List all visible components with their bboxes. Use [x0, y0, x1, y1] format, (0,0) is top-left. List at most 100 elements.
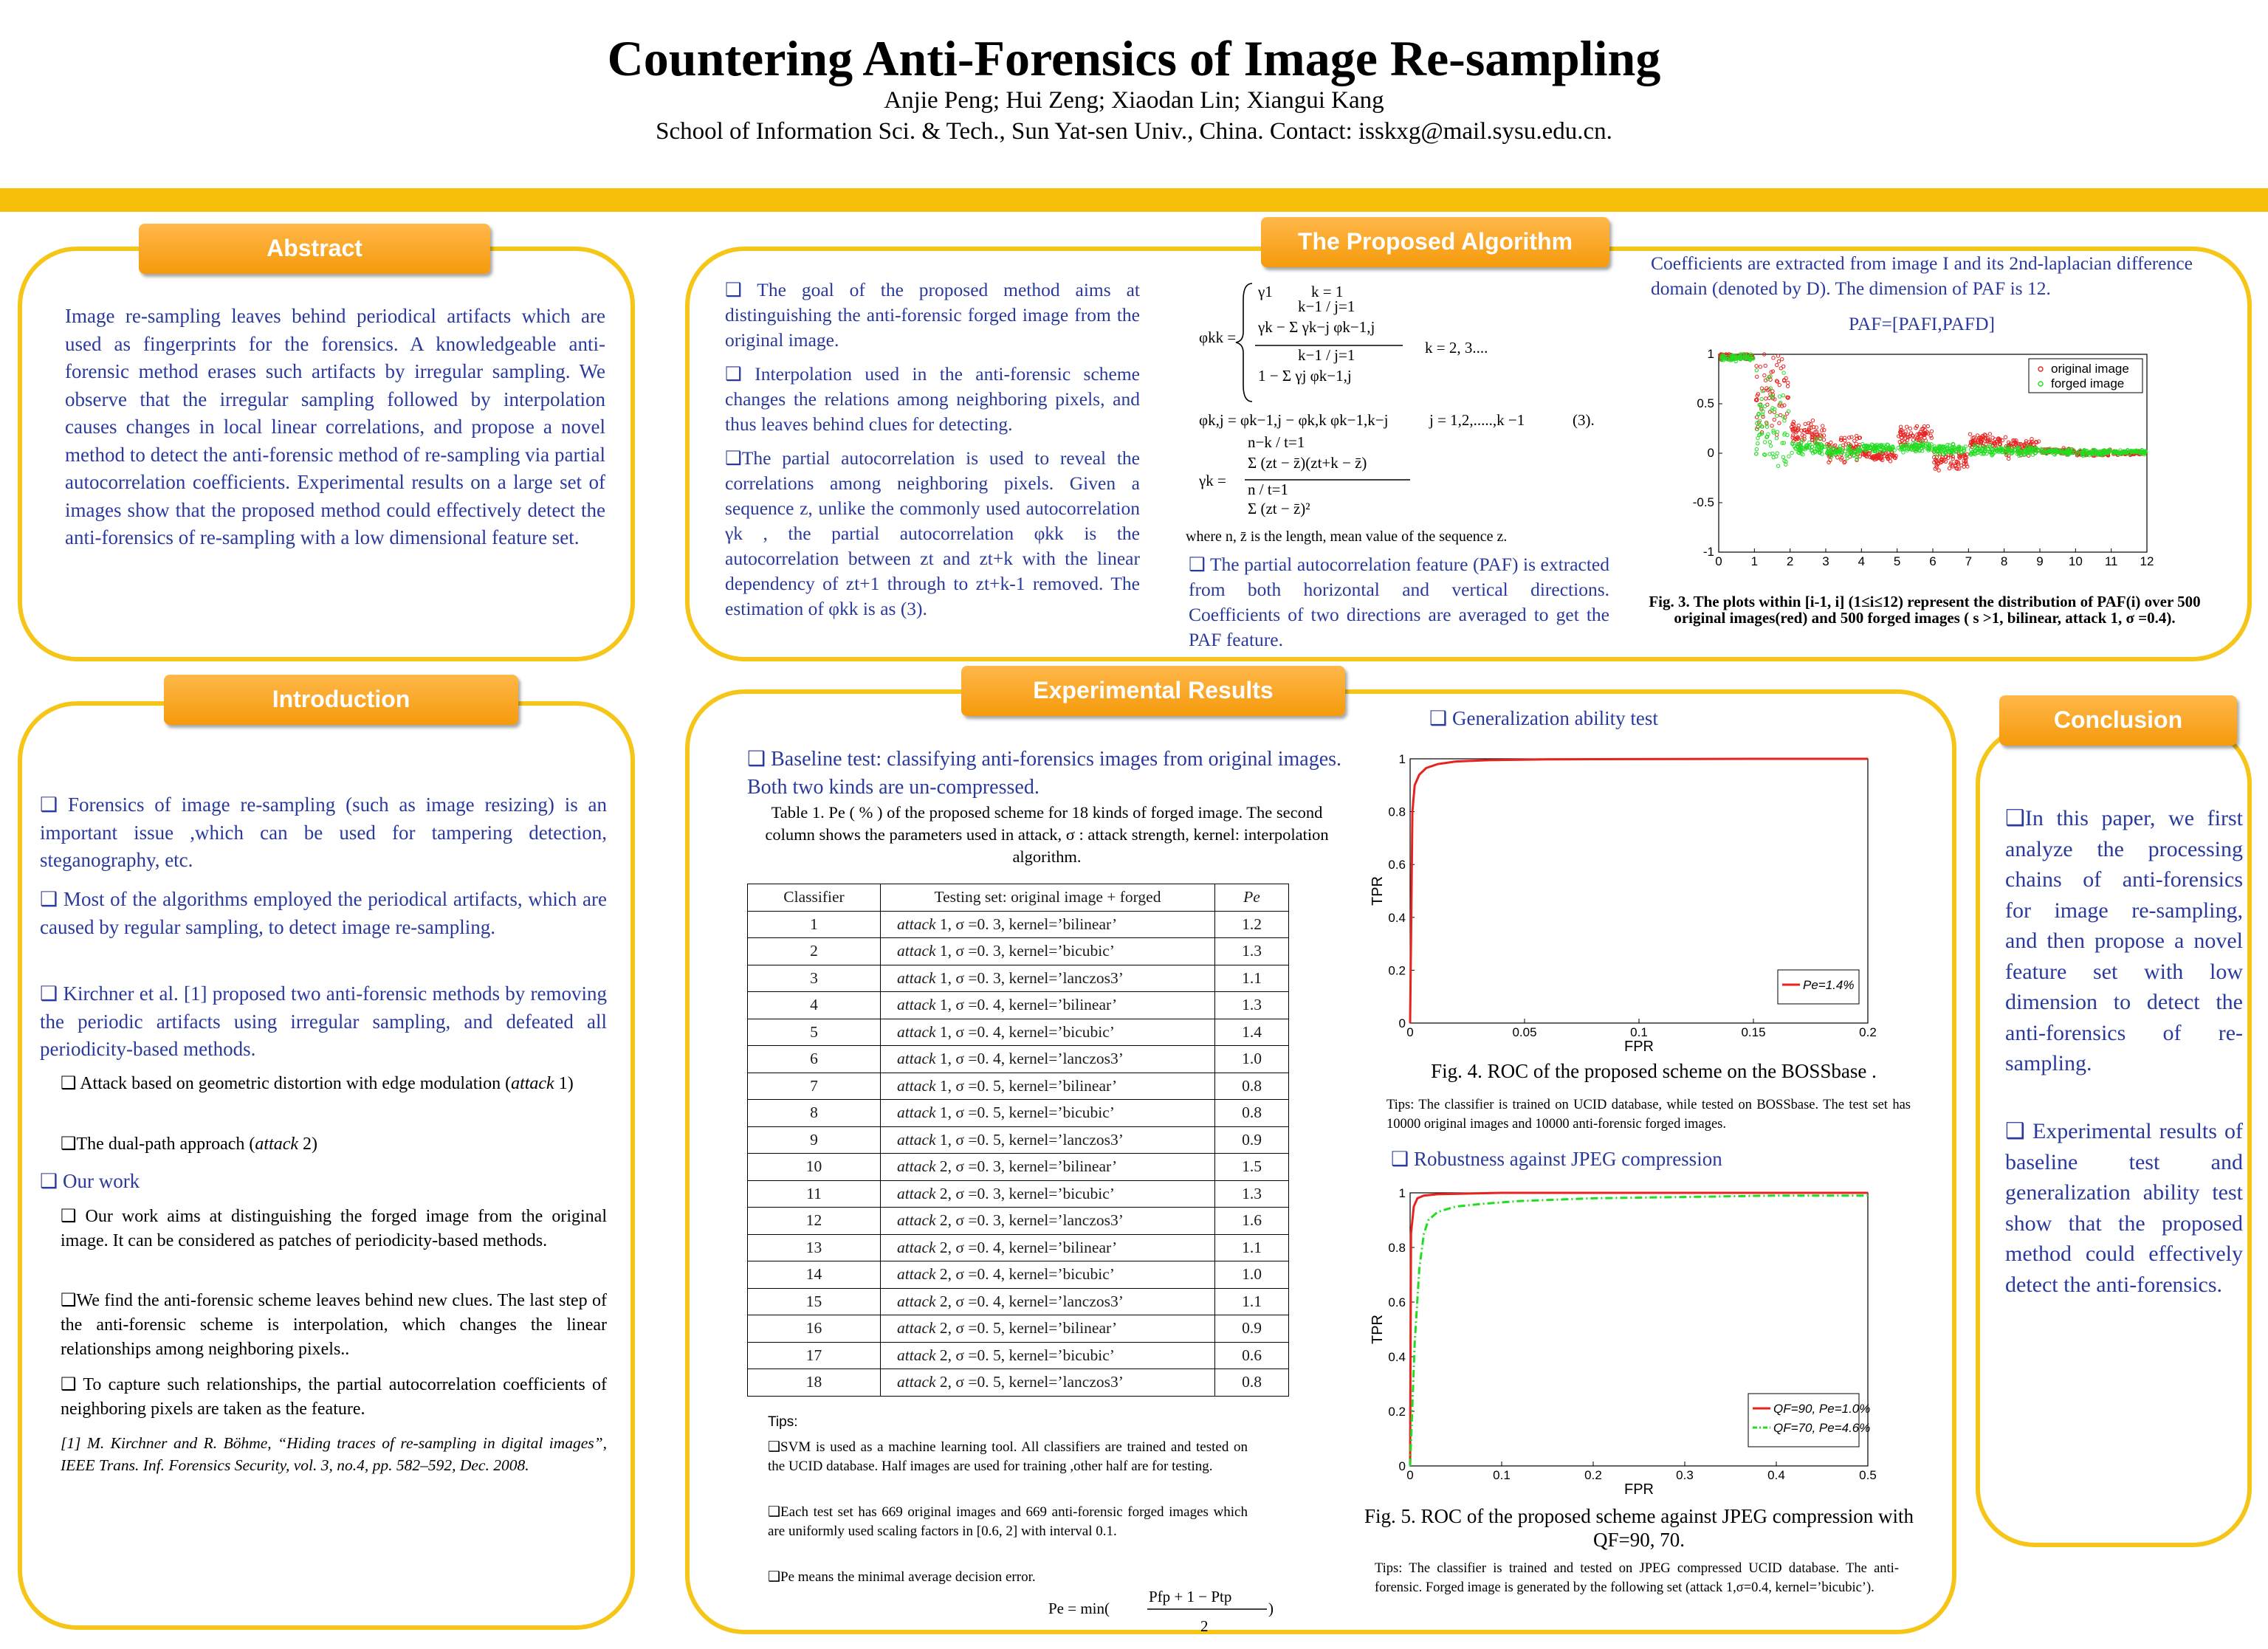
fig3-point	[2010, 445, 2014, 450]
fig3-point	[1791, 419, 1796, 424]
fig3-point	[1900, 436, 1904, 440]
fig4-legend-label: Pe=1.4%	[1803, 978, 1854, 992]
fig3-point	[1764, 386, 1769, 390]
fig3-point	[1945, 442, 1950, 447]
intro-kirchner: ❑ Kirchner et al. [1] proposed two anti-…	[40, 982, 607, 1060]
fig5-tips: Tips: The classifier is trained and test…	[1375, 1561, 1899, 1595]
fig3-point	[1754, 364, 1759, 368]
fig3-point	[1786, 396, 1790, 400]
fig3-point	[1996, 436, 2001, 441]
fig3-y-tick-label: -1	[1703, 545, 1714, 559]
fig5-caption: Fig. 5. ROC of the proposed scheme again…	[1364, 1505, 1914, 1551]
fig3-x-tick-label: 10	[2069, 554, 2083, 568]
fig3-point	[1943, 459, 1948, 464]
table-cell-classifier: 10	[747, 1153, 881, 1181]
fig3-point	[1755, 427, 1759, 432]
table-cell-classifier: 12	[747, 1207, 881, 1235]
fig3-point	[2023, 449, 2027, 454]
intro-attack2: ❑The dual-path approach (attack 2)	[61, 1132, 607, 1157]
fig3-series-forged	[1719, 352, 2148, 469]
fig3-point	[1767, 452, 1772, 456]
fig3-point	[2026, 444, 2030, 449]
fig3-point	[2126, 448, 2131, 453]
poster-affiliation: School of Information Sci. & Tech., Sun …	[656, 118, 1612, 145]
eq-case2-numerator: γk − Σ γk−j φk−1,j	[1257, 318, 1375, 336]
table-row: 5 attack 1, σ =0. 4, kernel=’bicubic’ 1.4	[747, 1018, 1289, 1046]
fig3-point	[1775, 413, 1779, 419]
fig3-legend	[2028, 358, 2143, 393]
fig3-point	[1927, 442, 1932, 447]
intro-reference: [1] M. Kirchner and R. Böhme, “Hiding tr…	[61, 1434, 607, 1474]
fig3-point	[1800, 433, 1804, 438]
fig3-point	[1962, 448, 1967, 453]
fig5-y-tick-label: 0.4	[1388, 1350, 1406, 1364]
fig3-point	[1756, 392, 1761, 396]
fig3-point	[1921, 441, 1925, 447]
table-cell-testing-set: attack 1, σ =0. 3, kernel=’bicubic’	[880, 937, 1215, 965]
fig3-point	[1854, 433, 1859, 438]
fig3-point	[1877, 443, 1882, 448]
fig3-point	[2042, 448, 2047, 452]
fig3-point	[1779, 366, 1784, 371]
fig3-point	[1984, 451, 1989, 456]
fig3-point	[1773, 407, 1777, 411]
fig3-point	[1763, 363, 1767, 368]
fig3-point	[1846, 444, 1851, 450]
tip-svm: ❑SVM is used as a machine learning tool.…	[768, 1439, 1248, 1474]
fig3-point	[1810, 419, 1815, 423]
fig3-point	[1968, 432, 1973, 436]
fig3-point	[1798, 449, 1803, 453]
fig3-point	[1897, 434, 1901, 438]
fig3-point	[1768, 386, 1773, 390]
fig3-point	[1888, 459, 1893, 464]
fig3-point	[2003, 450, 2008, 455]
fig3-point	[2071, 448, 2076, 452]
eq-phi-kj-cond: j = 1,2,.....,k −1	[1429, 411, 1525, 429]
fig3-point	[1799, 428, 1804, 433]
fig3-point	[1762, 352, 1767, 357]
fig3-point	[1953, 464, 1958, 469]
conclusion-summary: ❑In this paper, we first analyze the pro…	[2005, 806, 2243, 1075]
fig3-point	[1929, 429, 1934, 434]
fig3-point	[1840, 450, 1844, 455]
fig4-y-tick-label: 0.8	[1388, 805, 1406, 819]
fig3-point	[1921, 431, 1925, 436]
fig3-point	[1905, 448, 1910, 452]
fig3-point	[1827, 450, 1832, 454]
fig4-x-tick-label: 0.2	[1859, 1025, 1877, 1039]
introduction-heading: Introduction	[164, 675, 518, 725]
fig3-point	[1776, 464, 1781, 469]
fig3-point	[1837, 449, 1841, 453]
fig3-point	[2126, 451, 2131, 455]
fig3-point	[1759, 405, 1764, 410]
fig3-point	[1979, 449, 1983, 453]
eq-case1-cond: k = 1	[1311, 283, 1343, 300]
fig4-x-tick-label: 0.1	[1630, 1025, 1648, 1039]
fig3-point	[1737, 354, 1742, 359]
table-cell-pe: 1.3	[1214, 937, 1289, 965]
fig3-point	[2004, 451, 2009, 456]
fig3-point	[2010, 451, 2014, 455]
fig3-point	[1749, 356, 1754, 361]
fig3-point	[1792, 427, 1796, 431]
fig3-point	[2135, 450, 2140, 454]
table-cell-attack-word: attack	[897, 1292, 936, 1310]
algorithm-partial-autocorrelation: ❑The partial autocorrelation is used to …	[725, 447, 1140, 619]
fig3-point	[1771, 428, 1776, 433]
table-cell-pe: 0.6	[1214, 1341, 1289, 1369]
table-cell-classifier: 5	[747, 1018, 881, 1046]
fig3-point	[1785, 384, 1790, 388]
fig3-point	[1756, 411, 1761, 416]
table-cell-testing-set: attack 1, σ =0. 4, kernel=’bicubic’	[880, 1018, 1215, 1046]
fig3-point	[1948, 453, 1953, 458]
intro-attack1-italic: attack	[511, 1074, 554, 1093]
fig3-point	[1975, 433, 1980, 438]
eq-gamma-den-limits: n / t=1	[1248, 481, 1288, 498]
fig3-point	[1968, 439, 1973, 444]
fig3-point	[1762, 452, 1767, 457]
table-cell-classifier: 15	[747, 1287, 881, 1315]
fig3-point	[1804, 430, 1810, 435]
fig3-point	[1973, 444, 1978, 450]
fig3-point	[1915, 445, 1920, 450]
fig4-x-tick-label: 0	[1406, 1025, 1413, 1039]
